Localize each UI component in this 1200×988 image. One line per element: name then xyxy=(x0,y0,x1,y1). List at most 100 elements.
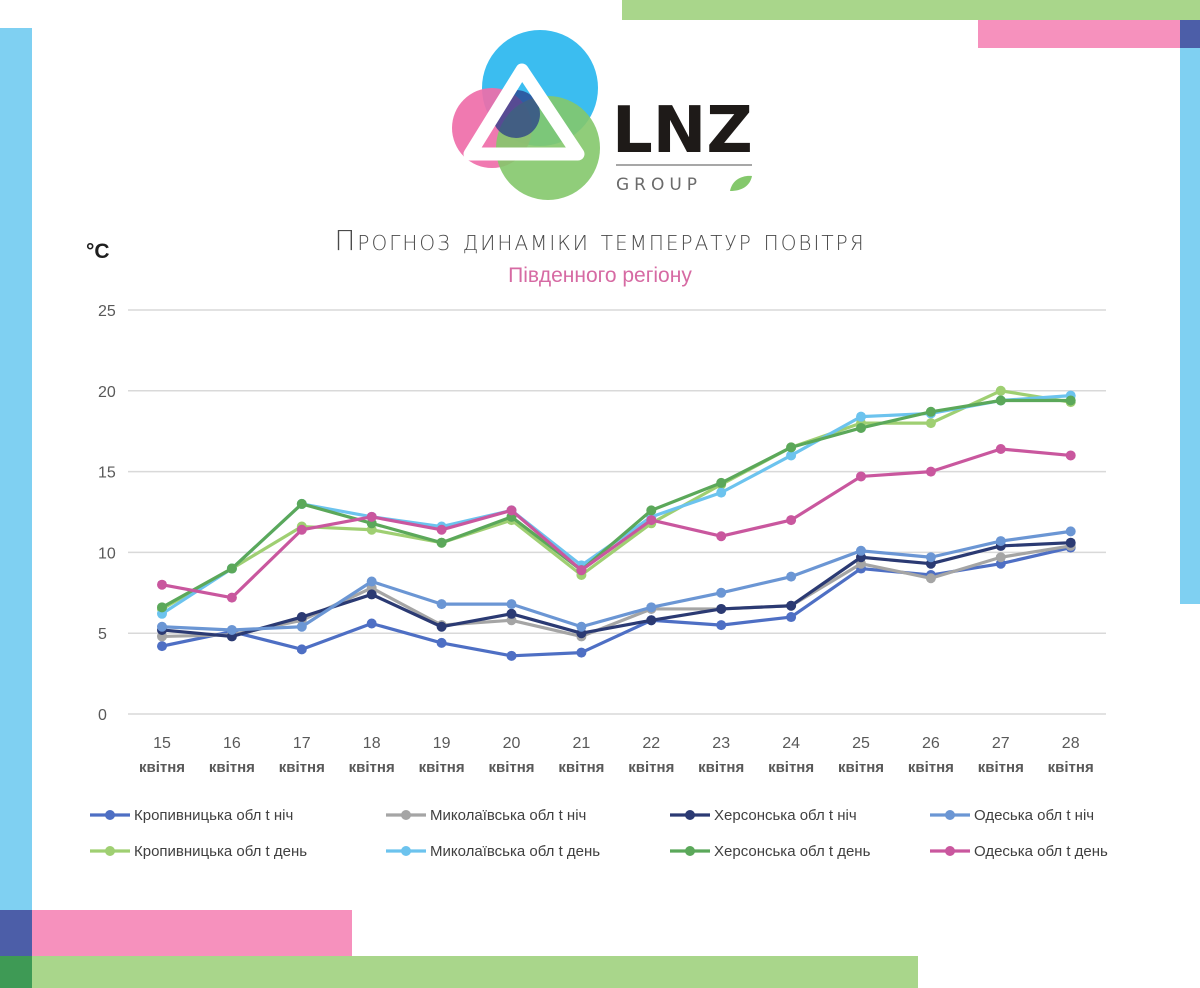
x-tick-label: 22 xyxy=(642,735,660,752)
data-point xyxy=(576,647,587,658)
data-point xyxy=(296,644,307,655)
data-point xyxy=(786,450,797,461)
data-point xyxy=(157,579,167,590)
top-pink-strip xyxy=(978,20,1180,48)
x-tick-sublabel: квітня xyxy=(838,759,884,776)
data-point xyxy=(856,422,866,433)
bottom-green-strip xyxy=(32,956,918,988)
legend-item: Миколаївська обл t ніч xyxy=(386,807,586,824)
data-point xyxy=(157,641,167,652)
data-point xyxy=(925,406,936,417)
y-tick-label: 10 xyxy=(98,545,116,562)
legend-label: Кропивницька обл t ніч xyxy=(134,807,293,824)
legend-item: Херсонська обл t ніч xyxy=(670,807,857,824)
x-tick-label: 20 xyxy=(503,735,521,752)
lnz-group-logo: LNZ GROUP xyxy=(452,30,753,200)
data-point xyxy=(786,571,797,582)
logo-name: LNZ xyxy=(612,94,753,168)
series-line xyxy=(157,443,1076,603)
series-path xyxy=(161,541,1071,639)
x-tick-label: 26 xyxy=(922,735,940,752)
legend-marker xyxy=(105,846,115,856)
x-tick-label: 21 xyxy=(573,735,591,752)
x-tick-sublabel: квітня xyxy=(768,759,814,776)
data-point xyxy=(226,563,237,574)
data-point xyxy=(576,621,587,632)
data-point xyxy=(506,505,517,516)
x-tick-sublabel: квітня xyxy=(209,759,255,776)
logo-mark-icon xyxy=(452,30,600,200)
data-point xyxy=(716,487,727,498)
data-point xyxy=(856,411,866,422)
x-tick-sublabel: квітня xyxy=(558,759,604,776)
legend-label: Миколаївська обл t ніч xyxy=(430,807,586,824)
data-point xyxy=(436,537,447,548)
series-path xyxy=(161,447,1071,600)
data-point xyxy=(436,637,447,648)
data-point xyxy=(366,576,377,587)
y-tick-label: 20 xyxy=(98,384,116,401)
legend-item: Кропивницька обл t ніч xyxy=(90,807,293,824)
data-point xyxy=(995,395,1006,406)
y-axis-ticks: 0 5 10 15 20 25 xyxy=(98,303,116,724)
chart-title: Прогноз динаміки температур повітря xyxy=(334,224,866,257)
chart-grid xyxy=(128,309,1106,715)
data-point xyxy=(296,498,307,509)
data-point xyxy=(995,552,1006,563)
data-point xyxy=(1065,450,1076,461)
x-tick-label: 16 xyxy=(223,735,241,752)
x-tick-label: 19 xyxy=(433,735,451,752)
x-tick-sublabel: квітня xyxy=(978,759,1024,776)
left-blue-strip xyxy=(0,28,32,910)
series-line xyxy=(157,390,1076,619)
x-tick-label: 28 xyxy=(1062,735,1080,752)
x-tick-label: 25 xyxy=(852,735,870,752)
data-point xyxy=(995,443,1006,454)
data-point xyxy=(436,524,447,535)
bottom-pink-strip xyxy=(32,910,352,956)
data-point xyxy=(226,624,237,635)
data-point xyxy=(856,471,866,482)
data-point xyxy=(646,505,657,516)
legend-item: Херсонська обл t день xyxy=(670,843,871,860)
data-point xyxy=(716,620,727,631)
top-right-navy-square xyxy=(1180,20,1200,48)
chart-legend: Кропивницька обл t ніч Миколаївська обл t… xyxy=(90,807,1108,860)
bottom-left-green-square xyxy=(0,956,32,988)
x-tick-label: 24 xyxy=(782,735,800,752)
y-axis-unit: °C xyxy=(86,240,110,263)
data-point xyxy=(436,621,447,632)
legend-label: Одеська обл t день xyxy=(974,843,1108,860)
data-point xyxy=(646,615,657,626)
data-point xyxy=(1065,395,1076,406)
legend-marker xyxy=(945,846,955,856)
series-line xyxy=(157,385,1076,614)
y-tick-label: 5 xyxy=(98,626,107,643)
legend-item: Одеська обл t ніч xyxy=(930,807,1094,824)
data-point xyxy=(646,515,657,526)
legend-label: Херсонська обл t день xyxy=(714,843,871,860)
x-tick-sublabel: квітня xyxy=(628,759,674,776)
series-line xyxy=(157,526,1076,635)
x-tick-label: 15 xyxy=(153,735,171,752)
data-point xyxy=(296,621,307,632)
data-point xyxy=(786,612,797,623)
data-point xyxy=(925,552,936,563)
x-tick-label: 17 xyxy=(293,735,311,752)
right-blue-strip xyxy=(1180,48,1200,604)
series-path xyxy=(161,545,1072,658)
x-tick-label: 18 xyxy=(363,735,381,752)
series-path xyxy=(161,398,1071,609)
data-point xyxy=(716,603,727,614)
data-point xyxy=(157,621,167,632)
x-tick-sublabel: квітня xyxy=(349,759,395,776)
x-axis-ticks: 15 квітня 16 квітня 17 квітня 18 квітня 19 квітня… xyxy=(139,735,1094,776)
y-tick-label: 15 xyxy=(98,465,116,482)
data-point xyxy=(366,618,377,629)
data-point xyxy=(506,599,517,610)
series-path xyxy=(161,529,1071,632)
x-tick-sublabel: квітня xyxy=(419,759,465,776)
bottom-left-navy-square xyxy=(0,910,32,956)
x-tick-sublabel: квітня xyxy=(488,759,534,776)
